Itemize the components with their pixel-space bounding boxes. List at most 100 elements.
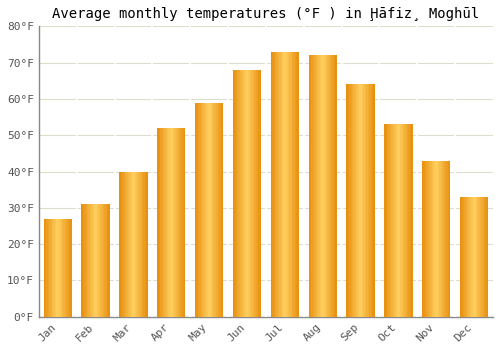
- Bar: [298, 52, 299, 317]
- Bar: [142, 172, 144, 317]
- Bar: [369, 84, 370, 317]
- Bar: [136, 172, 138, 317]
- Bar: [331, 55, 332, 317]
- Bar: [460, 197, 462, 317]
- Bar: [397, 124, 398, 317]
- Bar: [55, 219, 56, 317]
- Bar: [88, 204, 90, 317]
- Bar: [276, 52, 278, 317]
- Bar: [172, 128, 174, 317]
- Bar: [139, 172, 140, 317]
- Bar: [318, 55, 320, 317]
- Bar: [52, 219, 54, 317]
- Bar: [394, 124, 396, 317]
- Bar: [59, 219, 60, 317]
- Bar: [247, 70, 248, 317]
- Bar: [64, 219, 65, 317]
- Bar: [270, 52, 272, 317]
- Bar: [240, 70, 242, 317]
- Bar: [317, 55, 318, 317]
- Bar: [482, 197, 484, 317]
- Bar: [120, 172, 122, 317]
- Bar: [129, 172, 130, 317]
- Bar: [258, 70, 260, 317]
- Bar: [46, 219, 48, 317]
- Bar: [355, 84, 356, 317]
- Bar: [346, 84, 348, 317]
- Bar: [234, 70, 235, 317]
- Bar: [246, 70, 247, 317]
- Bar: [445, 161, 446, 317]
- Bar: [464, 197, 466, 317]
- Bar: [364, 84, 365, 317]
- Bar: [100, 204, 102, 317]
- Bar: [222, 103, 224, 317]
- Bar: [140, 172, 142, 317]
- Bar: [92, 204, 94, 317]
- Bar: [429, 161, 430, 317]
- Bar: [348, 84, 349, 317]
- Bar: [220, 103, 222, 317]
- Bar: [146, 172, 148, 317]
- Bar: [158, 128, 160, 317]
- Bar: [49, 219, 50, 317]
- Bar: [184, 128, 186, 317]
- Bar: [430, 161, 432, 317]
- Bar: [384, 124, 386, 317]
- Bar: [435, 161, 436, 317]
- Bar: [476, 197, 477, 317]
- Bar: [237, 70, 238, 317]
- Bar: [279, 52, 280, 317]
- Bar: [462, 197, 463, 317]
- Bar: [256, 70, 257, 317]
- Bar: [374, 84, 375, 317]
- Bar: [425, 161, 426, 317]
- Bar: [180, 128, 181, 317]
- Bar: [442, 161, 444, 317]
- Bar: [312, 55, 313, 317]
- Bar: [254, 70, 256, 317]
- Bar: [178, 128, 180, 317]
- Bar: [477, 197, 478, 317]
- Bar: [358, 84, 359, 317]
- Bar: [54, 219, 55, 317]
- Bar: [404, 124, 406, 317]
- Bar: [359, 84, 360, 317]
- Bar: [368, 84, 369, 317]
- Bar: [204, 103, 205, 317]
- Bar: [181, 128, 182, 317]
- Bar: [327, 55, 328, 317]
- Bar: [166, 128, 167, 317]
- Bar: [66, 219, 68, 317]
- Bar: [196, 103, 198, 317]
- Bar: [360, 84, 362, 317]
- Bar: [130, 172, 132, 317]
- Bar: [98, 204, 100, 317]
- Bar: [210, 103, 212, 317]
- Bar: [406, 124, 407, 317]
- Bar: [86, 204, 87, 317]
- Title: Average monthly temperatures (°F ) in Ḩāfiz̧ Moghūl: Average monthly temperatures (°F ) in Ḩā…: [52, 7, 480, 21]
- Bar: [212, 103, 214, 317]
- Bar: [484, 197, 486, 317]
- Bar: [408, 124, 410, 317]
- Bar: [332, 55, 334, 317]
- Bar: [248, 70, 250, 317]
- Bar: [44, 219, 45, 317]
- Bar: [257, 70, 258, 317]
- Bar: [102, 204, 104, 317]
- Bar: [326, 55, 327, 317]
- Bar: [195, 103, 196, 317]
- Bar: [474, 197, 476, 317]
- Bar: [362, 84, 364, 317]
- Bar: [308, 55, 310, 317]
- Bar: [470, 197, 472, 317]
- Bar: [198, 103, 199, 317]
- Bar: [313, 55, 314, 317]
- Bar: [260, 70, 261, 317]
- Bar: [174, 128, 176, 317]
- Bar: [468, 197, 470, 317]
- Bar: [157, 128, 158, 317]
- Bar: [94, 204, 96, 317]
- Bar: [107, 204, 108, 317]
